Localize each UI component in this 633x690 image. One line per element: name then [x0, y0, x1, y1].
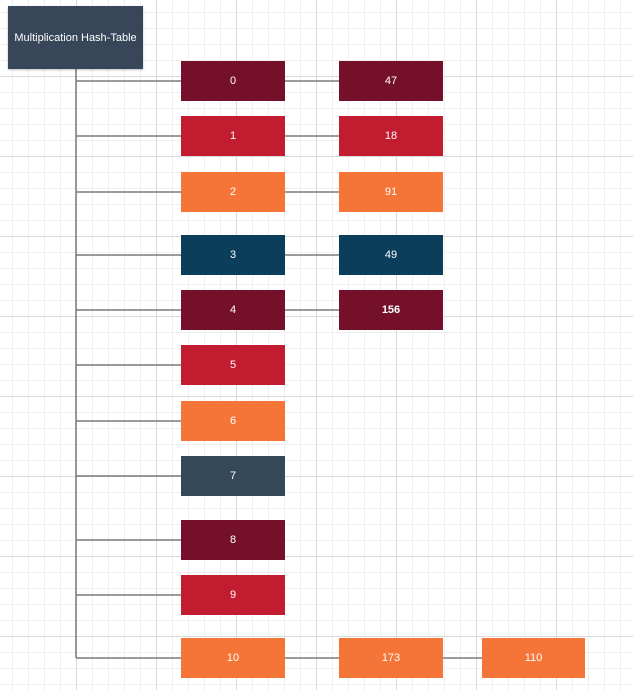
bucket-7[interactable]: 7: [181, 456, 285, 496]
chain-value-2-0[interactable]: 91: [339, 172, 443, 212]
chain-value-0-0[interactable]: 47: [339, 61, 443, 101]
chain-value-3-0[interactable]: 49: [339, 235, 443, 275]
chain-value-4-0[interactable]: 156: [339, 290, 443, 330]
bucket-4[interactable]: 4: [181, 290, 285, 330]
hash-table-root[interactable]: Multiplication Hash-Table: [8, 6, 143, 69]
chain-value-1-0[interactable]: 18: [339, 116, 443, 156]
chain-value-10-1[interactable]: 110: [482, 638, 585, 678]
bucket-5[interactable]: 5: [181, 345, 285, 385]
bucket-1[interactable]: 1: [181, 116, 285, 156]
bucket-3[interactable]: 3: [181, 235, 285, 275]
bucket-6[interactable]: 6: [181, 401, 285, 441]
bucket-9[interactable]: 9: [181, 575, 285, 615]
bucket-0[interactable]: 0: [181, 61, 285, 101]
bucket-10[interactable]: 10: [181, 638, 285, 678]
bucket-8[interactable]: 8: [181, 520, 285, 560]
chain-value-10-0[interactable]: 173: [339, 638, 443, 678]
bucket-2[interactable]: 2: [181, 172, 285, 212]
